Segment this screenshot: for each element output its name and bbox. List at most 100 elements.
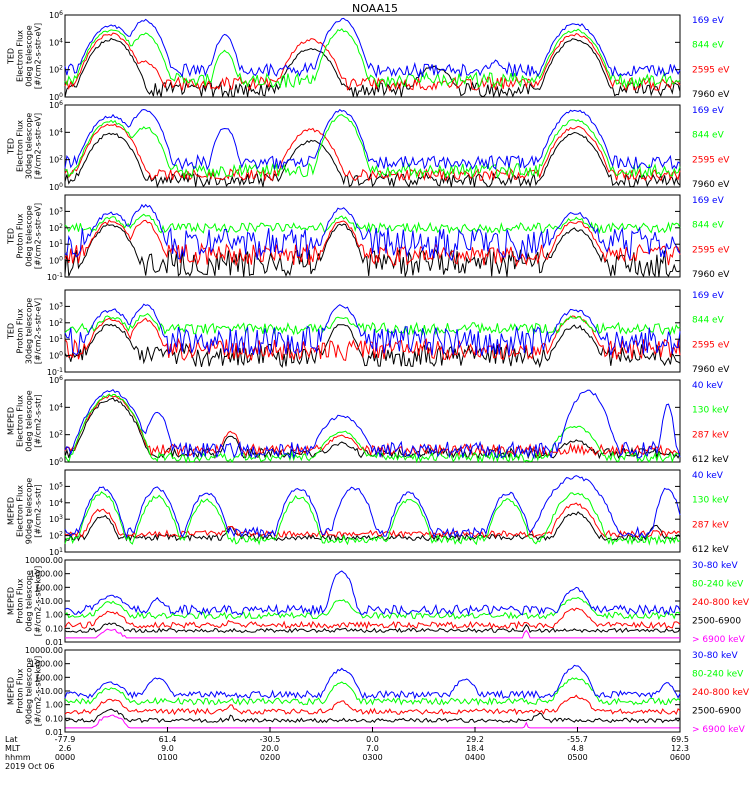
y-tick-label: 100 xyxy=(49,92,63,102)
series-line-7960-ev xyxy=(64,37,681,99)
y-axis-label-line: Proton Flux xyxy=(16,308,25,353)
y-axis-label-line: [#/cm2-s-str-eV] xyxy=(34,23,43,89)
x-tick-label-hhmm: 0600 xyxy=(670,753,690,762)
series-line-169-ev xyxy=(64,203,681,262)
y-tick-label: 100 xyxy=(49,256,63,266)
x-tick-label-lat: 0.0 xyxy=(366,735,379,744)
legend-entry: 169 eV xyxy=(692,196,725,206)
x-axis-row-label: hhmm xyxy=(5,753,31,762)
y-axis-label-line: 30deg telescope xyxy=(25,113,34,180)
y-tick-label: 1.00 xyxy=(45,701,63,710)
y-tick-label: 102 xyxy=(49,531,63,541)
y-axis-label: TED Electron Flux 0deg telescope [#/cm2-s-s… xyxy=(7,23,43,89)
y-axis-label-line: [#/cm2-s-str] xyxy=(34,394,43,447)
x-tick-label-lat: -55.7 xyxy=(567,735,588,744)
x-axis-row-label: Lat xyxy=(5,735,18,744)
x-tick-label-mlt: 20.0 xyxy=(261,744,279,753)
series-line-40-kev xyxy=(64,475,681,539)
series-line-287-kev xyxy=(64,502,681,539)
legend-entry: 80-240 keV xyxy=(692,670,744,680)
y-axis-label-line: [#/cm2-s-str-eV] xyxy=(34,298,43,364)
y-tick-label: 106 xyxy=(49,100,63,110)
x-tick-label-hhmm: 0200 xyxy=(260,753,280,762)
y-tick-label: 103 xyxy=(49,301,63,311)
panel-8: 0.010.101.0010.00100.001000.0010000.00ME… xyxy=(7,646,750,737)
y-axis-label: MEPED Electron Flux 0deg telescope [#/cm2-s… xyxy=(7,390,43,451)
series-line-2500-6900 xyxy=(64,708,681,724)
y-axis-label: MEPED Proton Flux 90deg telescope [#/cm2-s-… xyxy=(7,656,43,727)
legend-entry: 7960 eV xyxy=(692,90,730,100)
legend-entry: 40 keV xyxy=(692,471,724,481)
y-tick-label: 102 xyxy=(49,65,63,75)
y-tick-label: 100 xyxy=(49,351,63,361)
y-axis-label: MEPED Proton Flux 0deg telescope [#/cm2-s-s… xyxy=(7,566,43,637)
y-axis-label-line: MEPED xyxy=(7,677,16,705)
legend-entry: 130 keV xyxy=(692,496,729,506)
legend-entry: 169 eV xyxy=(692,291,725,301)
y-axis-label-line: [#/cm2-s-str-keV] xyxy=(34,566,43,637)
series-line-844-ev xyxy=(64,28,681,90)
y-axis-label-line: [#/cm2-s-str-eV] xyxy=(34,113,43,179)
y-axis-label-line: [#/cm2-s-str-keV] xyxy=(34,656,43,727)
legend-entry: 2595 eV xyxy=(692,155,730,165)
legend-entry: 169 eV xyxy=(692,106,725,116)
series-line-40-kev xyxy=(64,389,681,460)
panel-frame xyxy=(64,14,681,98)
y-axis-label-line: Electron Flux xyxy=(16,30,25,82)
series-line-7960-ev xyxy=(64,131,681,189)
x-tick-label-mlt: 9.0 xyxy=(161,744,174,753)
y-tick-label: 100.00 xyxy=(35,673,63,682)
series-line-612-kev xyxy=(64,397,681,460)
x-tick-label-mlt: 12.3 xyxy=(671,744,689,753)
y-axis-label-line: 0deg telescope xyxy=(25,25,34,86)
y-tick-label: 102 xyxy=(49,430,63,440)
y-axis-label-line: Electron Flux xyxy=(16,395,25,447)
x-tick-label-lat: -77.9 xyxy=(55,735,76,744)
y-tick-label: 105 xyxy=(49,481,63,491)
y-tick-label: 1000.00 xyxy=(30,570,63,579)
y-tick-label: 10-1 xyxy=(47,272,63,282)
y-tick-label: 0.10 xyxy=(45,714,63,723)
legend-entry: 7960 eV xyxy=(692,270,730,280)
figure-title: NOAA15 xyxy=(352,2,398,15)
y-axis-label-line: TED xyxy=(7,228,16,245)
x-tick-label-mlt: 4.8 xyxy=(571,744,584,753)
x-tick-label-lat: 61.4 xyxy=(159,735,177,744)
y-axis-label-line: TED xyxy=(7,48,16,65)
y-tick-label: 10000.00 xyxy=(25,556,63,565)
legend-entry: 30-80 keV xyxy=(692,561,738,571)
y-axis-label-line: 0deg telescope xyxy=(25,570,34,631)
y-axis-label: TED Proton Flux 0deg telescope [#/cm2-s-str… xyxy=(7,203,43,269)
x-tick-label-mlt: 2.6 xyxy=(59,744,72,753)
y-tick-label: 104 xyxy=(49,37,63,47)
y-axis-label-line: Electron Flux xyxy=(16,485,25,537)
series-line-2595-ev xyxy=(64,123,681,182)
y-tick-label: 104 xyxy=(49,127,63,137)
legend-entry: 80-240 keV xyxy=(692,580,744,590)
y-tick-label: 101 xyxy=(49,547,63,557)
x-tick-label-lat: 69.5 xyxy=(671,735,689,744)
y-tick-label: 1000.00 xyxy=(30,660,63,669)
y-tick-label: 100 xyxy=(49,457,63,467)
series-line-169-ev xyxy=(64,303,681,356)
y-tick-label: 106 xyxy=(49,375,63,385)
legend-entry: 2500-6900 xyxy=(692,617,741,627)
y-tick-label: 100 xyxy=(49,182,63,192)
series-line-169-ev xyxy=(64,108,681,171)
series-line-30-80-kev xyxy=(64,570,681,617)
y-tick-label: 106 xyxy=(49,10,63,20)
x-axis-row-label: MLT xyxy=(5,744,20,753)
x-tick-label-lat: -30.5 xyxy=(260,735,281,744)
legend-entry: 612 keV xyxy=(692,545,729,555)
y-axis-label-line: 90deg telescope xyxy=(25,658,34,725)
series-line-2595-ev xyxy=(64,219,681,268)
y-tick-label: 101 xyxy=(49,334,63,344)
y-axis-label-line: MEPED xyxy=(7,407,16,435)
series-line-2500-6900 xyxy=(64,622,681,634)
legend-entry: 169 eV xyxy=(692,16,725,26)
series-line-844-ev xyxy=(64,312,681,336)
series-line-287-kev xyxy=(64,394,681,458)
